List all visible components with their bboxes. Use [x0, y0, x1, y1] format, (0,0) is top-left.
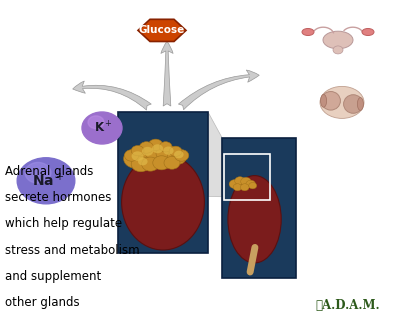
Text: Adrenal glands: Adrenal glands: [5, 165, 93, 178]
Circle shape: [142, 157, 159, 171]
Circle shape: [233, 184, 242, 191]
Circle shape: [246, 180, 256, 188]
Ellipse shape: [320, 86, 364, 118]
Circle shape: [241, 177, 251, 186]
Circle shape: [240, 184, 249, 191]
Circle shape: [142, 147, 153, 156]
FancyBboxPatch shape: [222, 138, 296, 278]
Circle shape: [138, 158, 148, 165]
Circle shape: [249, 182, 257, 189]
Circle shape: [88, 116, 104, 129]
Circle shape: [131, 156, 150, 172]
Text: secrete hormones: secrete hormones: [5, 191, 111, 204]
Text: ★A.D.A.M.: ★A.D.A.M.: [315, 299, 380, 312]
Text: which help regulate: which help regulate: [5, 217, 122, 230]
Circle shape: [144, 142, 167, 160]
Text: and supplement: and supplement: [5, 270, 101, 283]
Circle shape: [82, 112, 122, 144]
Text: K$^+$: K$^+$: [94, 120, 113, 136]
Ellipse shape: [358, 98, 364, 110]
Circle shape: [148, 139, 163, 151]
Polygon shape: [208, 112, 222, 197]
FancyBboxPatch shape: [118, 112, 208, 253]
Polygon shape: [138, 19, 186, 42]
Circle shape: [163, 147, 174, 155]
Circle shape: [153, 156, 170, 170]
Ellipse shape: [333, 46, 343, 54]
Ellipse shape: [228, 176, 281, 263]
Circle shape: [17, 158, 75, 204]
Circle shape: [139, 142, 154, 153]
Circle shape: [124, 150, 139, 161]
Text: Na$^+$: Na$^+$: [32, 172, 64, 189]
Circle shape: [134, 145, 157, 163]
Circle shape: [235, 177, 245, 185]
Ellipse shape: [344, 95, 363, 113]
Circle shape: [159, 142, 172, 152]
Ellipse shape: [302, 28, 314, 36]
Circle shape: [25, 163, 51, 183]
Circle shape: [174, 151, 184, 158]
Text: stress and metabolism: stress and metabolism: [5, 244, 140, 257]
Circle shape: [164, 156, 180, 169]
Circle shape: [229, 180, 240, 188]
Circle shape: [132, 151, 144, 161]
Circle shape: [131, 146, 144, 156]
Circle shape: [174, 150, 189, 161]
Circle shape: [169, 146, 182, 156]
Ellipse shape: [122, 154, 204, 250]
Ellipse shape: [362, 28, 374, 36]
Text: other glands: other glands: [5, 296, 80, 309]
Circle shape: [167, 149, 186, 165]
Ellipse shape: [320, 94, 326, 107]
Circle shape: [156, 145, 177, 162]
Ellipse shape: [321, 92, 340, 110]
Circle shape: [152, 144, 163, 153]
Ellipse shape: [323, 31, 353, 49]
Circle shape: [124, 149, 148, 168]
Text: Glucose: Glucose: [139, 25, 185, 36]
